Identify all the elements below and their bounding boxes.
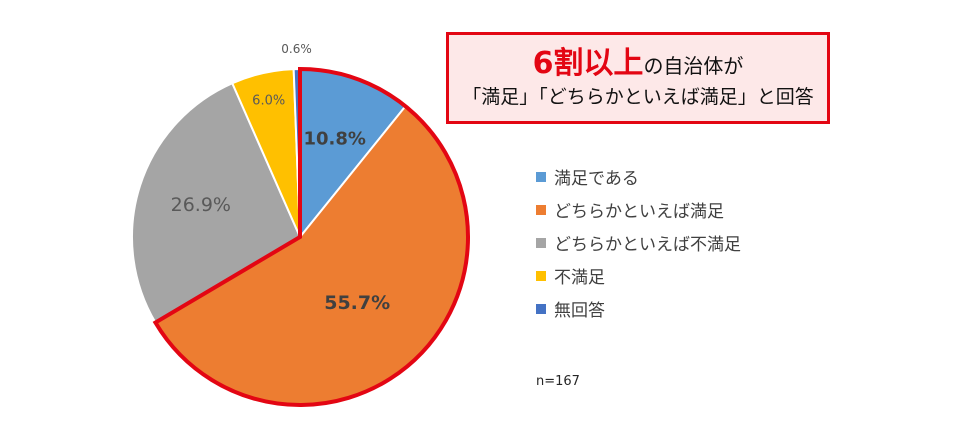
legend-swatch <box>536 237 546 248</box>
data-label-somewhat-dissatisfied: 26.9% <box>171 194 231 216</box>
legend-item-no-answer: 無回答 <box>536 292 741 325</box>
data-label-no-answer: 0.6% <box>281 42 312 56</box>
legend-item-somewhat-satisfied: どちらかといえば満足 <box>536 193 741 226</box>
legend-item-dissatisfied: 不満足 <box>536 259 741 292</box>
legend-label: 不満足 <box>554 268 605 288</box>
highlight-outline <box>152 66 470 407</box>
legend-swatch <box>536 204 546 215</box>
callout-line-1: 6割以上の自治体が <box>449 47 827 83</box>
legend-swatch <box>536 270 546 281</box>
legend-swatch <box>536 171 546 182</box>
legend-item-satisfied: 満足である <box>536 160 741 193</box>
legend-swatch <box>536 303 546 314</box>
legend: 満足である どちらかといえば満足 どちらかといえば不満足 不満足 無回答 <box>536 160 741 325</box>
legend-label: どちらかといえば不満足 <box>554 235 741 255</box>
data-label-satisfied: 10.8% <box>303 128 365 149</box>
legend-label: 無回答 <box>554 301 605 321</box>
legend-label: 満足である <box>554 169 639 189</box>
callout-box: 6割以上の自治体が 「満足」「どちらかといえば満足」と回答 <box>446 32 830 124</box>
sample-size: n=167 <box>536 374 580 389</box>
callout-emphasis: 6割以上 <box>532 46 644 81</box>
callout-text: の自治体が <box>643 54 744 78</box>
legend-label: どちらかといえば満足 <box>554 202 724 222</box>
callout-line-2: 「満足」「どちらかといえば満足」と回答 <box>462 86 814 108</box>
legend-item-somewhat-dissatisfied: どちらかといえば不満足 <box>536 226 741 259</box>
data-label-somewhat-satisfied: 55.7% <box>324 292 390 314</box>
data-label-dissatisfied: 6.0% <box>252 94 285 109</box>
